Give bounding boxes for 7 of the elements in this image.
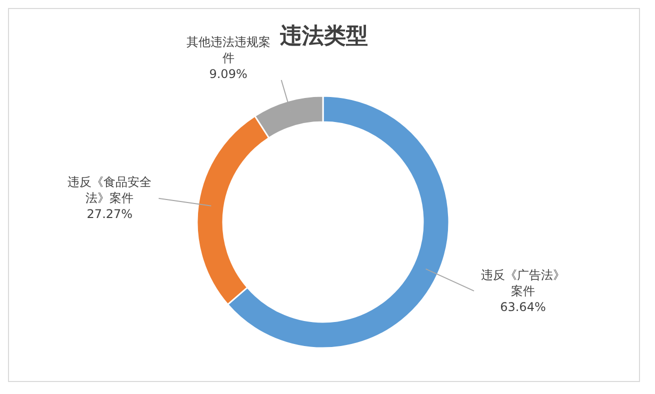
data-label: 27.27% bbox=[86, 206, 134, 222]
slice-label: 违反《食品安全法》案件 bbox=[66, 174, 153, 206]
slice-label: 违反《广告法》案件 bbox=[480, 266, 566, 299]
chart-title: 违法类型 bbox=[280, 24, 368, 49]
data-label: 9.09% bbox=[208, 66, 248, 82]
data-label: 63.64% bbox=[499, 298, 547, 315]
slice-label: 其他违法违规案件 bbox=[185, 34, 272, 66]
